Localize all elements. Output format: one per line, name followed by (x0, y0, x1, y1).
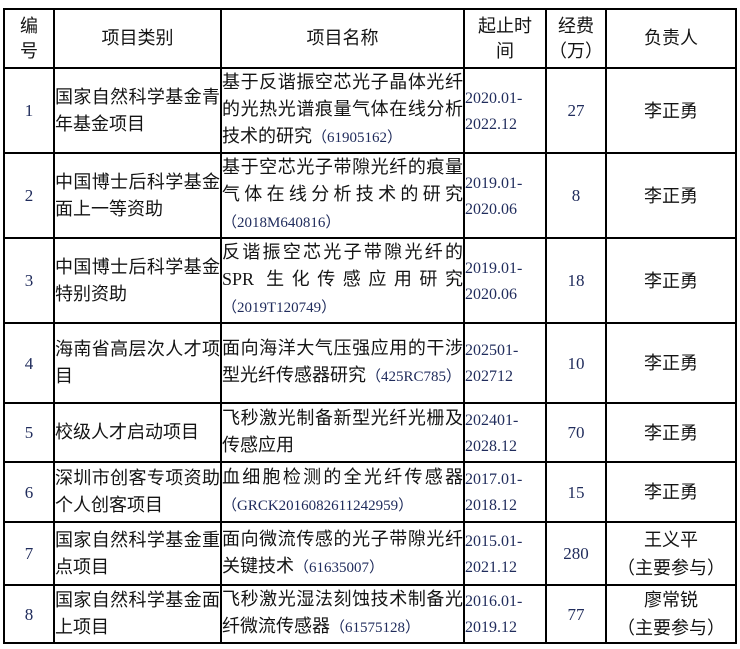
project-funding: 280 (545, 521, 607, 586)
table-row: 6 深圳市创客专项资助个人创客项目 血细胞检测的全光纤传感器（GRCK20160… (3, 461, 737, 523)
table-row: 7 国家自然科学基金重点项目 面向微流传感的光子带隙光纤关键技术（6163500… (3, 521, 737, 586)
project-code: （425RC785） (366, 369, 462, 385)
project-period: 2019.01-2020.06 (463, 237, 547, 324)
project-name: 面向海洋大气压强应用的干涉型光纤传感器研究（425RC785） (220, 322, 465, 404)
project-category: 海南省高层次人才项目 (53, 322, 222, 404)
project-name: 基于反谐振空芯光子晶体光纤的光热光谱痕量气体在线分析技术的研究（61905162… (220, 67, 465, 154)
project-leader: 廖常锐 （主要参与） (605, 584, 737, 644)
project-leader: 李正勇 (605, 237, 737, 324)
project-code: （61905162） (312, 130, 403, 146)
project-funding: 70 (545, 402, 607, 463)
table-row: 2 中国博士后科学基金面上一等资助 基于空芯光子带隙光纤的痕量气体在线分析技术的… (3, 152, 737, 239)
project-name: 飞秒激光湿法刻蚀技术制备光纤微流传感器（61575128） (220, 584, 465, 644)
project-number: 7 (3, 521, 55, 586)
table-header: 编 号 项目类别 项目名称 起止时 间 经费 （万） 负责人 (3, 8, 737, 69)
project-number: 1 (3, 67, 55, 154)
project-funding: 27 (545, 67, 607, 154)
project-category: 校级人才启动项目 (53, 402, 222, 463)
project-code: （2018M640816） (222, 215, 341, 231)
project-code: （GRCK2016082611242959） (222, 498, 414, 514)
project-category: 中国博士后科学基金特别资助 (53, 237, 222, 324)
table-row: 5 校级人才启动项目 飞秒激光制备新型光纤光栅及传感应用 202401-2028… (3, 402, 737, 463)
project-number: 8 (3, 584, 55, 644)
project-code: （61575128） (330, 620, 421, 636)
project-funding: 18 (545, 237, 607, 324)
project-code: （61635007） (294, 559, 385, 576)
header-category: 项目类别 (53, 8, 222, 69)
project-leader: 李正勇 (605, 402, 737, 463)
project-period: 2015.01-2021.12 (463, 521, 547, 586)
project-category: 中国博士后科学基金面上一等资助 (53, 152, 222, 239)
header-leader: 负责人 (605, 8, 737, 69)
table-row: 1 国家自然科学基金青年基金项目 基于反谐振空芯光子晶体光纤的光热光谱痕量气体在… (3, 67, 737, 154)
project-number: 3 (3, 237, 55, 324)
header-row: 编 号 项目类别 项目名称 起止时 间 经费 （万） 负责人 (3, 8, 737, 69)
project-number: 6 (3, 461, 55, 523)
table-row: 8 国家自然科学基金面上项目 飞秒激光湿法刻蚀技术制备光纤微流传感器（61575… (3, 584, 737, 644)
header-period: 起止时 间 (463, 8, 547, 69)
project-code: （2019T120749） (222, 300, 337, 316)
project-category: 国家自然科学基金重点项目 (53, 521, 222, 586)
project-name: 血细胞检测的全光纤传感器（GRCK2016082611242959） (220, 461, 465, 523)
project-period: 202501-202712 (463, 322, 547, 404)
header-funding: 经费 （万） (545, 8, 607, 69)
project-funding: 10 (545, 322, 607, 404)
project-funding: 77 (545, 584, 607, 644)
project-name: 反谐振空芯光子带隙光纤的SPR 生化传感应用研究（2019T120749） (220, 237, 465, 324)
project-leader: 王义平 （主要参与） (605, 521, 737, 586)
table-body: 1 国家自然科学基金青年基金项目 基于反谐振空芯光子晶体光纤的光热光谱痕量气体在… (3, 67, 737, 644)
project-number: 2 (3, 152, 55, 239)
project-category: 国家自然科学基金面上项目 (53, 584, 222, 644)
header-no: 编 号 (3, 8, 55, 69)
header-name: 项目名称 (220, 8, 465, 69)
project-number: 4 (3, 322, 55, 404)
project-category: 深圳市创客专项资助个人创客项目 (53, 461, 222, 523)
project-name: 飞秒激光制备新型光纤光栅及传感应用 (220, 402, 465, 463)
project-name: 面向微流传感的光子带隙光纤关键技术（61635007） (220, 521, 465, 586)
project-funding: 8 (545, 152, 607, 239)
project-leader: 李正勇 (605, 67, 737, 154)
project-leader: 李正勇 (605, 461, 737, 523)
project-name: 基于空芯光子带隙光纤的痕量气体在线分析技术的研究（2018M640816） (220, 152, 465, 239)
project-leader: 李正勇 (605, 152, 737, 239)
project-period: 2019.01-2020.06 (463, 152, 547, 239)
project-period: 2020.01-2022.12 (463, 67, 547, 154)
projects-table: 编 号 项目类别 项目名称 起止时 间 经费 （万） 负责人 1 国家自然科学基… (3, 8, 737, 644)
project-category: 国家自然科学基金青年基金项目 (53, 67, 222, 154)
table-row: 4 海南省高层次人才项目 面向海洋大气压强应用的干涉型光纤传感器研究（425RC… (3, 322, 737, 404)
project-leader: 李正勇 (605, 322, 737, 404)
table-row: 3 中国博士后科学基金特别资助 反谐振空芯光子带隙光纤的SPR 生化传感应用研究… (3, 237, 737, 324)
project-period: 202401-2028.12 (463, 402, 547, 463)
project-funding: 15 (545, 461, 607, 523)
project-number: 5 (3, 402, 55, 463)
project-period: 2017.01-2018.12 (463, 461, 547, 523)
project-period: 2016.01-2019.12 (463, 584, 547, 644)
